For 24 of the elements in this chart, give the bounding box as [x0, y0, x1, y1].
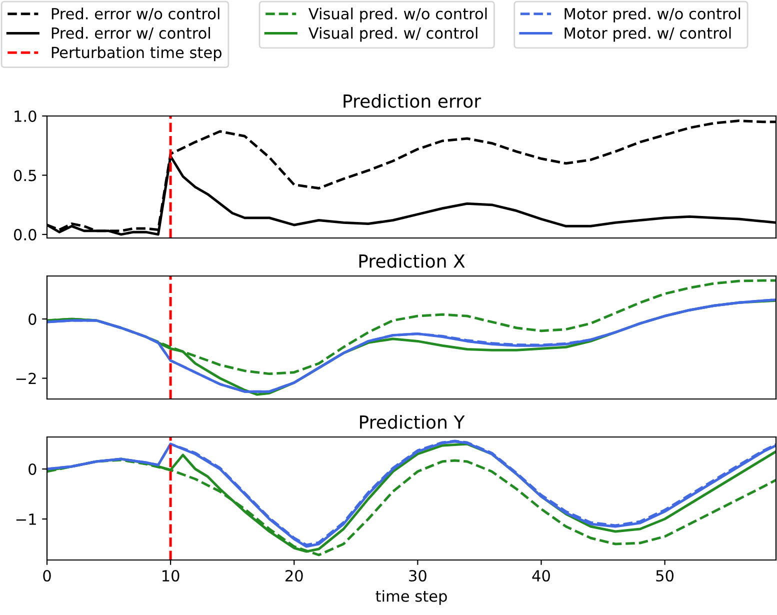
chart-title: Prediction error — [344, 94, 482, 108]
legend-label: Visual pred. w/ control — [308, 27, 478, 42]
y-tick-label: −1 — [16, 514, 36, 525]
x-axis-title: time step — [376, 590, 447, 605]
x-tick-label: 40 — [532, 570, 550, 582]
x-tick-label: 0 — [43, 570, 51, 582]
legend-label: Perturbation time step — [52, 46, 222, 62]
y-tick-label: 0.0 — [14, 228, 36, 240]
legend-label: Visual pred. w/o control — [308, 8, 487, 22]
legend-label: Pred. error w/ control — [52, 27, 210, 40]
y-tick-label: 0 — [28, 313, 36, 325]
x-tick-label: 30 — [409, 570, 426, 582]
x-tick-label: 10 — [162, 570, 180, 582]
y-tick-label: −2 — [16, 372, 36, 384]
legend-label: Motor pred. w/ control — [564, 27, 731, 42]
y-tick-label: 1.0 — [14, 110, 36, 122]
x-tick-label: 50 — [656, 570, 674, 582]
chart-title: Prediction Y — [360, 414, 465, 429]
legend-label: Motor pred. w/o control — [564, 8, 740, 22]
legend-label: Pred. error w/o control — [52, 8, 220, 21]
x-tick-label: 20 — [286, 570, 303, 582]
y-tick-label: 0.5 — [14, 170, 36, 182]
chart-title: Prediction X — [359, 254, 465, 268]
y-tick-label: 0 — [28, 463, 36, 476]
